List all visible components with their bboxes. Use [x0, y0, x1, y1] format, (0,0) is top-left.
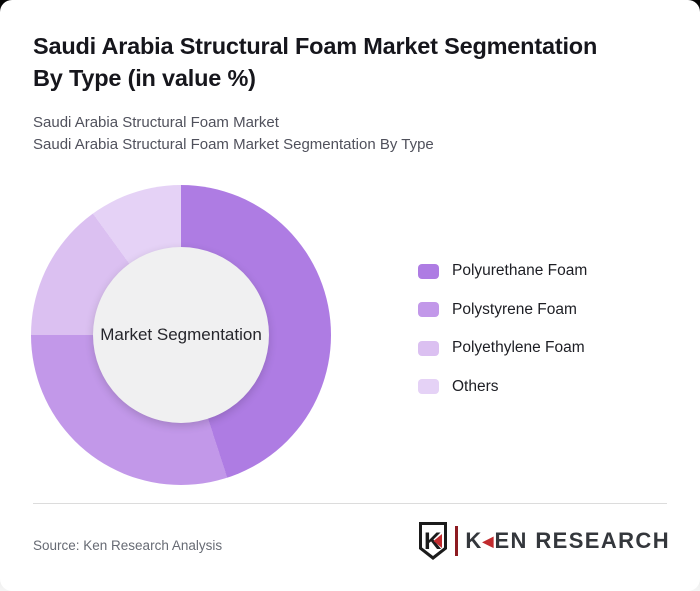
legend-swatch — [418, 340, 439, 356]
legend-item: Polystyrene Foam — [418, 300, 587, 318]
legend-swatch — [418, 302, 439, 317]
logo-red-arrow-icon: ◀ — [482, 533, 494, 549]
legend-swatch — [418, 379, 439, 394]
legend: Polyurethane Foam Polystyrene Foam Polyeth… — [418, 262, 588, 417]
donut-chart: Market Segmentation — [31, 185, 331, 485]
legend-item: Polyethylene Foam — [418, 339, 587, 356]
subtitle-line-2: Saudi Arabia Structural Foam Market Segm… — [33, 136, 434, 153]
legend-label: Polystyrene Foam — [452, 300, 577, 318]
donut-center: Market Segmentation — [93, 247, 269, 423]
logo-wordmark-rest: EN RESEARCH — [494, 528, 670, 553]
logo-wordmark-k: K — [465, 528, 483, 553]
source-text: Source: Ken Research Analysis — [33, 538, 223, 553]
ken-research-logo: K K◀EN RESEARCH — [417, 520, 670, 562]
legend-swatch — [418, 263, 439, 279]
svg-text:K: K — [424, 528, 442, 555]
legend-item: Others — [418, 377, 587, 395]
legend-label: Polyethylene Foam — [452, 339, 585, 356]
footer-divider — [33, 503, 667, 504]
donut-center-label: Market Segmentation — [100, 325, 262, 344]
logo-wordmark: K◀EN RESEARCH — [465, 528, 670, 554]
page-title: Saudi Arabia Structural Foam Market Segm… — [33, 33, 598, 91]
legend-label: Others — [452, 377, 499, 395]
legend-item: Polyurethane Foam — [418, 262, 588, 279]
subtitle-line-1: Saudi Arabia Structural Foam Market — [33, 114, 279, 131]
legend-label: Polyurethane Foam — [452, 262, 588, 279]
logo-divider — [455, 526, 459, 556]
ken-research-shield-icon: K — [419, 522, 448, 560]
